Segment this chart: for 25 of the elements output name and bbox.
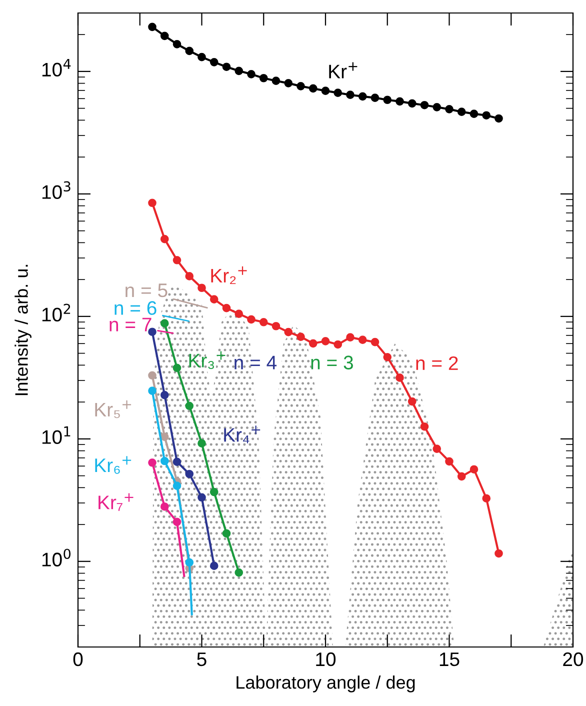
annotation: n = 2: [416, 356, 458, 370]
series-label: Kr$^{+}$: [329, 62, 358, 78]
x-tick-label: 15: [440, 652, 460, 666]
annotation: n = 6: [114, 301, 156, 315]
x-tick-label: 20: [563, 652, 584, 666]
annotation: n = 4: [234, 356, 277, 370]
x-tick-label: 10: [316, 652, 336, 666]
x-tick-label: 0: [73, 652, 83, 666]
annotation: n = 5: [126, 284, 168, 298]
series-label: Kr₃$^{+}$: [189, 351, 226, 369]
x-axis-title: Laboratory angle / deg: [236, 676, 415, 692]
series-label: Kr₅$^{+}$: [95, 400, 132, 418]
series-label: Kr₆$^{+}$: [95, 456, 132, 474]
y-tick-label: 10$^{0}$: [42, 548, 71, 566]
y-tick-label: 10$^{4}$: [42, 58, 71, 77]
text: Kr₄$^{+}$: [224, 426, 260, 444]
y-axis-title: Intensity / arb. u.: [14, 264, 32, 396]
x-tick-label: 5: [197, 652, 206, 666]
y-tick-label: 10$^{2}$: [42, 304, 70, 322]
series-label: Kr₇$^{+}$: [98, 493, 134, 511]
y-tick-label: 10$^{1}$: [42, 426, 70, 444]
annotation: n = 3: [311, 356, 353, 370]
annotation: n = 7: [110, 318, 152, 332]
series-label: Kr₂$^{+}$: [211, 266, 247, 284]
y-tick-label: 10$^{3}$: [42, 181, 70, 199]
